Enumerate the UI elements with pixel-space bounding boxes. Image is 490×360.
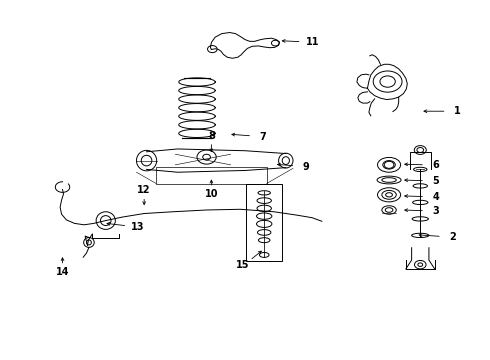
Text: 15: 15 (236, 260, 249, 270)
Text: 9: 9 (302, 162, 309, 172)
Text: 14: 14 (56, 267, 69, 277)
Text: 7: 7 (259, 131, 266, 141)
Text: 1: 1 (454, 106, 461, 116)
Text: 3: 3 (432, 206, 439, 216)
Text: 8: 8 (208, 131, 215, 140)
Bar (156, 167, 267, 184)
Text: 2: 2 (449, 232, 456, 242)
Text: 4: 4 (432, 192, 439, 202)
Text: 12: 12 (137, 185, 151, 195)
Text: 6: 6 (432, 160, 439, 170)
Text: 13: 13 (131, 222, 145, 232)
Bar (246, 184, 282, 261)
Text: 5: 5 (432, 176, 439, 186)
Text: 11: 11 (305, 37, 319, 47)
Text: 10: 10 (205, 189, 218, 199)
